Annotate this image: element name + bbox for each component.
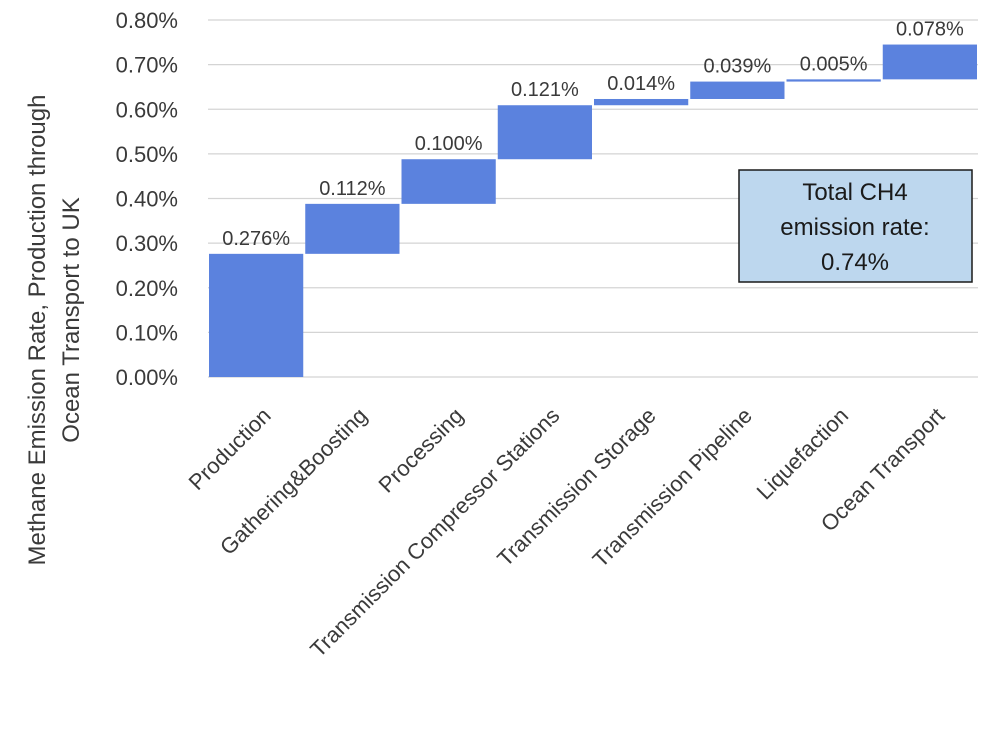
data-label: 0.112% [319,178,386,200]
y-tick-label: 0.10% [116,320,178,345]
data-label: 0.276% [222,228,290,250]
y-tick-label: 0.20% [116,276,178,301]
data-label: 0.039% [703,56,771,78]
waterfall-bar [305,203,400,254]
category-label: Liquefaction [752,403,854,505]
waterfall-bar [209,253,304,377]
data-labels: 0.276% 0.112% 0.100% 0.121% 0.014% 0.039% 0.00… [222,19,964,250]
data-label: 0.121% [511,79,579,101]
category-label: Transmission Pipeline [588,403,757,572]
waterfall-bar [497,105,592,160]
data-label: 0.005% [800,53,868,75]
category-label: Production [184,403,276,495]
waterfall-bar [882,44,977,80]
category-label: Processing [374,403,469,498]
y-axis-tick-labels: 0.00% 0.10% 0.20% 0.30% 0.40% 0.50% 0.60% 0.70%… [116,8,178,390]
callout-line-2: emission rate: [780,214,929,241]
callout-line-1: Total CH4 [802,179,907,206]
y-tick-label: 0.40% [116,187,178,212]
data-label: 0.100% [415,133,483,155]
y-tick-label: 0.70% [116,53,178,78]
callout-line-3: 0.74% [821,249,889,276]
waterfall-bar [690,81,785,99]
waterfall-bar [594,98,689,106]
y-axis-title-line-1: Methane Emission Rate, Production throug… [24,95,51,566]
y-tick-label: 0.00% [116,365,178,390]
y-tick-label: 0.60% [116,97,178,122]
data-label: 0.078% [896,19,964,41]
waterfall-bar [401,159,496,204]
y-axis-title-line-2: Ocean Transport to UK [58,197,85,442]
data-label: 0.014% [607,73,675,95]
bars [209,44,977,377]
total-emission-callout: Total CH4 emission rate: 0.74% [738,169,973,283]
category-label: Transmission Storage [492,403,660,571]
y-tick-label: 0.30% [116,231,178,256]
callout-box [738,169,973,283]
y-tick-label: 0.50% [116,142,178,167]
waterfall-bar [786,79,881,82]
y-tick-label: 0.80% [116,8,178,33]
